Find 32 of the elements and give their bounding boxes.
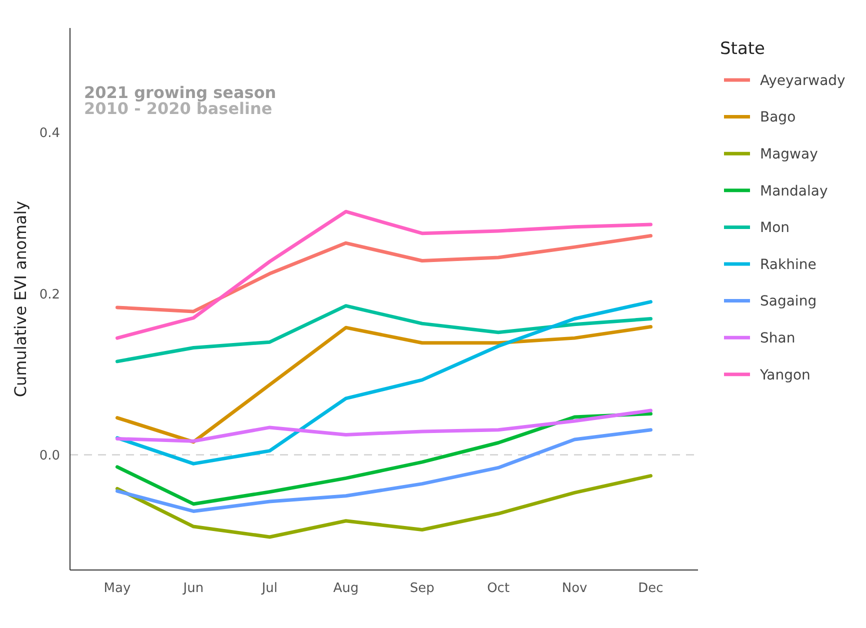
line-series [116,300,652,466]
legend-title: State [720,39,765,59]
x-tick-label: Jun [182,581,204,596]
x-tick-label: Dec [638,581,664,596]
legend-label: Mon [760,220,790,236]
x-tick-label: May [104,581,131,596]
annotation: 2021 growing season [84,83,276,102]
line-series [116,474,652,539]
line-series [116,304,652,364]
line-series [116,408,652,443]
y-axis-title: Cumulative EVI anomaly [11,200,30,398]
legend-label: Shan [760,330,796,346]
line-series [116,210,652,340]
y-tick-label: 0.2 [39,287,60,302]
y-tick-label: 0.0 [39,448,60,464]
legend-label: Ayeyarwady [760,72,846,89]
legend-label: Mandalay [760,183,828,200]
line-series [116,412,652,506]
legend-label: Bago [760,110,796,126]
legend-label: Rakhine [760,256,816,273]
line-series [116,234,652,314]
legend-label: Yangon [759,367,810,384]
x-tick-label: Sep [410,581,434,596]
line-series [116,428,652,513]
legend-label: Sagaing [760,294,817,310]
legend-label: Magway [760,146,818,162]
x-tick-label: Nov [562,581,588,596]
line-series [116,325,652,444]
x-tick-label: Aug [333,581,359,596]
x-tick-label: Oct [487,581,510,596]
x-tick-label: Jul [260,581,278,596]
y-tick-label: 0.4 [39,126,60,142]
